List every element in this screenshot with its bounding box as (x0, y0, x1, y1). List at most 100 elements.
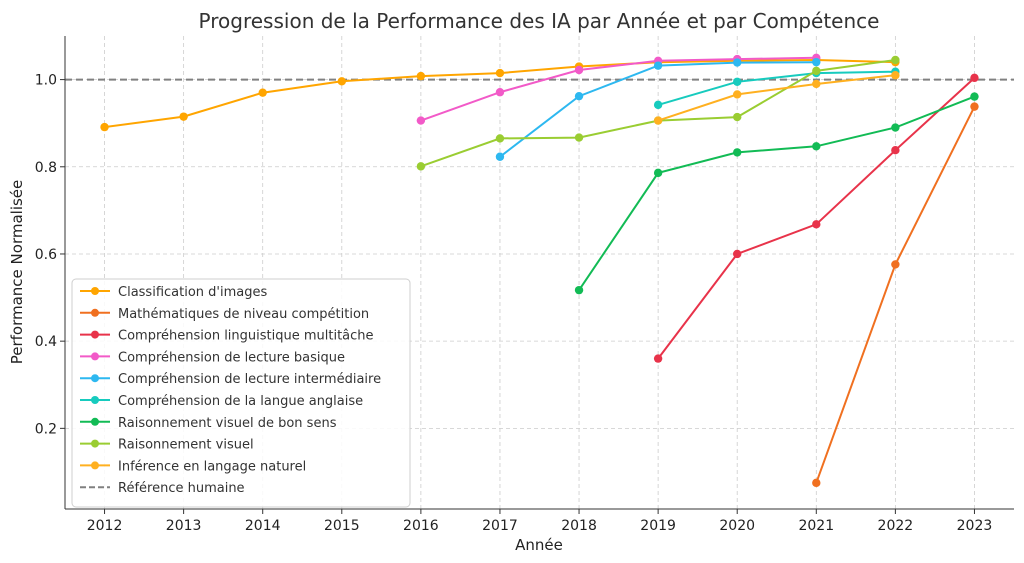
legend-swatch-marker (91, 308, 99, 317)
y-tick-label: 0.6 (35, 247, 57, 263)
legend-label: Raisonnement visuel de bon sens (118, 416, 337, 431)
legend-label: Classification d'images (118, 285, 267, 300)
data-point (733, 77, 742, 86)
legend-swatch-marker (91, 287, 99, 295)
data-point (258, 88, 267, 97)
data-point (653, 168, 663, 178)
x-tick-label: 2021 (798, 518, 834, 534)
legend-label: Raisonnement visuel (118, 438, 254, 453)
data-point (812, 142, 821, 151)
data-point (574, 285, 584, 295)
chart-title: Progression de la Performance des IA par… (199, 9, 880, 33)
x-tick-label: 2020 (719, 518, 755, 534)
series-5 (495, 57, 821, 161)
legend: Classification d'images Mathématiques de … (71, 278, 411, 508)
legend-entry: Compréhension de lecture intermédiaire (80, 372, 381, 387)
data-point (891, 71, 900, 80)
x-tick-label: 2023 (957, 518, 993, 534)
x-axis-label: Année (515, 536, 563, 554)
data-point (416, 116, 426, 125)
data-point (812, 478, 821, 488)
series-line (578, 95, 975, 291)
legend-entry: Compréhension de la langue anglaise (80, 394, 363, 409)
series-2 (812, 102, 979, 488)
data-point (574, 65, 584, 75)
legend-entry: Classification d'images (80, 285, 267, 300)
x-tick-label: 2017 (482, 518, 518, 534)
series-layer (100, 53, 979, 488)
data-point (891, 55, 900, 65)
data-point (733, 148, 742, 157)
x-tick-label: 2019 (640, 518, 676, 534)
data-point (653, 100, 663, 110)
data-point (970, 73, 979, 83)
data-point (812, 66, 821, 76)
legend-box (71, 278, 411, 508)
data-point (574, 133, 584, 142)
data-point (733, 112, 742, 122)
x-tick-label: 2022 (878, 518, 914, 534)
data-point (416, 162, 426, 171)
data-point (812, 220, 821, 229)
legend-entry: Raisonnement visuel de bon sens (80, 416, 337, 431)
data-point (653, 116, 663, 125)
legend-label: Compréhension de la langue anglaise (118, 394, 363, 409)
data-point (733, 249, 742, 259)
data-point (970, 92, 979, 101)
legend-label: Compréhension de lecture basique (118, 350, 345, 365)
data-point (653, 354, 663, 363)
y-tick-label: 0.4 (35, 334, 57, 350)
data-point (416, 71, 426, 81)
series-9 (653, 71, 900, 125)
legend-swatch-marker (91, 374, 99, 383)
series-line (657, 70, 896, 106)
data-point (653, 61, 663, 70)
data-point (891, 260, 900, 269)
data-point (891, 146, 900, 155)
legend-label: Référence humaine (118, 481, 245, 496)
data-point (179, 112, 188, 121)
legend-label: Compréhension linguistique multitâche (118, 329, 374, 344)
data-point (733, 58, 742, 67)
legend-swatch-marker (91, 461, 99, 470)
legend-swatch-marker (91, 330, 99, 339)
series-line (420, 56, 817, 122)
y-axis-label: Performance Normalisée (8, 180, 26, 365)
legend-entry: Inférence en langage naturel (80, 459, 306, 474)
legend-swatch-marker (91, 417, 99, 426)
data-point (891, 123, 900, 132)
data-point (970, 102, 979, 111)
data-point (495, 88, 505, 97)
legend-swatch-marker (91, 396, 99, 404)
legend-label: Compréhension de lecture intermédiaire (118, 372, 381, 387)
legend-entry: Raisonnement visuel (80, 438, 254, 453)
legend-entry: Compréhension de lecture basique (80, 350, 345, 365)
x-tick-label: 2013 (166, 518, 202, 534)
legend-entry: Mathématiques de niveau compétition (80, 307, 369, 322)
legend-label: Mathématiques de niveau compétition (118, 307, 369, 322)
y-tick-label: 1.0 (35, 73, 57, 89)
data-point (495, 152, 505, 161)
data-point (733, 90, 742, 99)
data-point (100, 122, 109, 132)
data-point (495, 68, 505, 78)
x-tick-label: 2016 (403, 518, 439, 534)
data-point (812, 79, 821, 89)
legend-entry: Référence humaine (80, 481, 245, 496)
series-3 (653, 73, 979, 363)
series-line (657, 74, 896, 122)
legend-label: Inférence en langage naturel (118, 459, 306, 474)
legend-swatch-marker (91, 439, 99, 448)
legend-swatch-marker (91, 352, 99, 361)
x-tick-label: 2012 (87, 518, 123, 534)
y-tick-label: 0.2 (35, 421, 57, 437)
y-tick-label: 0.8 (35, 160, 57, 176)
data-point (574, 91, 584, 101)
data-point (812, 57, 821, 67)
x-tick-label: 2015 (324, 518, 360, 534)
x-tick-label: 2014 (245, 518, 281, 534)
legend-entry: Compréhension linguistique multitâche (80, 329, 374, 344)
x-tick-label: 2018 (561, 518, 597, 534)
data-point (337, 77, 346, 86)
